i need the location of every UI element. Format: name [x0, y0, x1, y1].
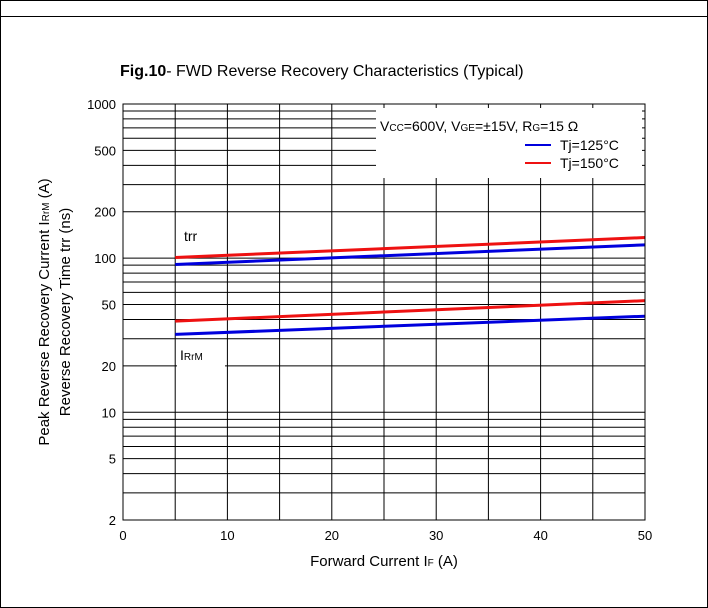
y-axis-title-2: Reverse Recovery Time trr (ns) — [57, 208, 74, 416]
series-line-irrm-125c — [175, 314, 646, 336]
top-rule — [0, 16, 708, 17]
legend-label-tj125: Tj=125°C — [560, 137, 619, 153]
y-tick-label: 2 — [109, 513, 116, 528]
tick-labels: 0 10 20 30 40 50 2 5 10 20 50 100 200 500 1000 — [87, 97, 652, 543]
x-tick-label: 30 — [429, 528, 443, 543]
y-tick-label: 500 — [94, 143, 116, 158]
trr-annotation-bg — [178, 222, 210, 250]
y-tick-label: 5 — [109, 452, 116, 467]
y-tick-label: 10 — [102, 405, 116, 420]
x-axis-title: Forward Current IF (A) — [310, 553, 458, 570]
series-line-trr-125c — [175, 243, 646, 266]
chart-title-rest: - FWD Reverse Recovery Characteristics (… — [166, 63, 523, 80]
x-tick-label: 40 — [533, 528, 547, 543]
y-tick-label: 200 — [94, 205, 116, 220]
irm-annotation: IRrM — [180, 347, 203, 363]
plot-frame — [122, 103, 646, 521]
x-tick-label: 10 — [220, 528, 234, 543]
y-tick-label: 100 — [94, 251, 116, 266]
legend: VCC=600V, VGE=±15V, RG=15 Ω Tj=125°C Tj=… — [376, 108, 642, 178]
y-tick-label: 20 — [102, 359, 116, 374]
legend-background — [376, 108, 642, 178]
x-tick-label: 0 — [119, 528, 126, 543]
chart-title: Fig.10- FWD Reverse Recovery Characteris… — [120, 63, 524, 80]
x-tick-label: 50 — [638, 528, 652, 543]
trr-annotation: trr — [184, 228, 198, 244]
legend-label-tj150: Tj=150°C — [560, 155, 619, 171]
y-tick-label: 1000 — [87, 97, 116, 112]
series-lines — [175, 236, 646, 336]
irm-annotation-bg — [177, 341, 225, 367]
y-axis-title-1: Peak Reverse Recovery Current IRrM (A) — [36, 178, 53, 445]
chart-title-bold: Fig.10 — [120, 63, 166, 80]
series-line-irrm-150c — [175, 299, 646, 323]
y-tick-label: 50 — [102, 298, 116, 313]
conditions-text: VCC=600V, VGE=±15V, RG=15 Ω — [380, 118, 578, 134]
series-line-trr-150c — [175, 236, 646, 259]
x-tick-label: 20 — [325, 528, 339, 543]
